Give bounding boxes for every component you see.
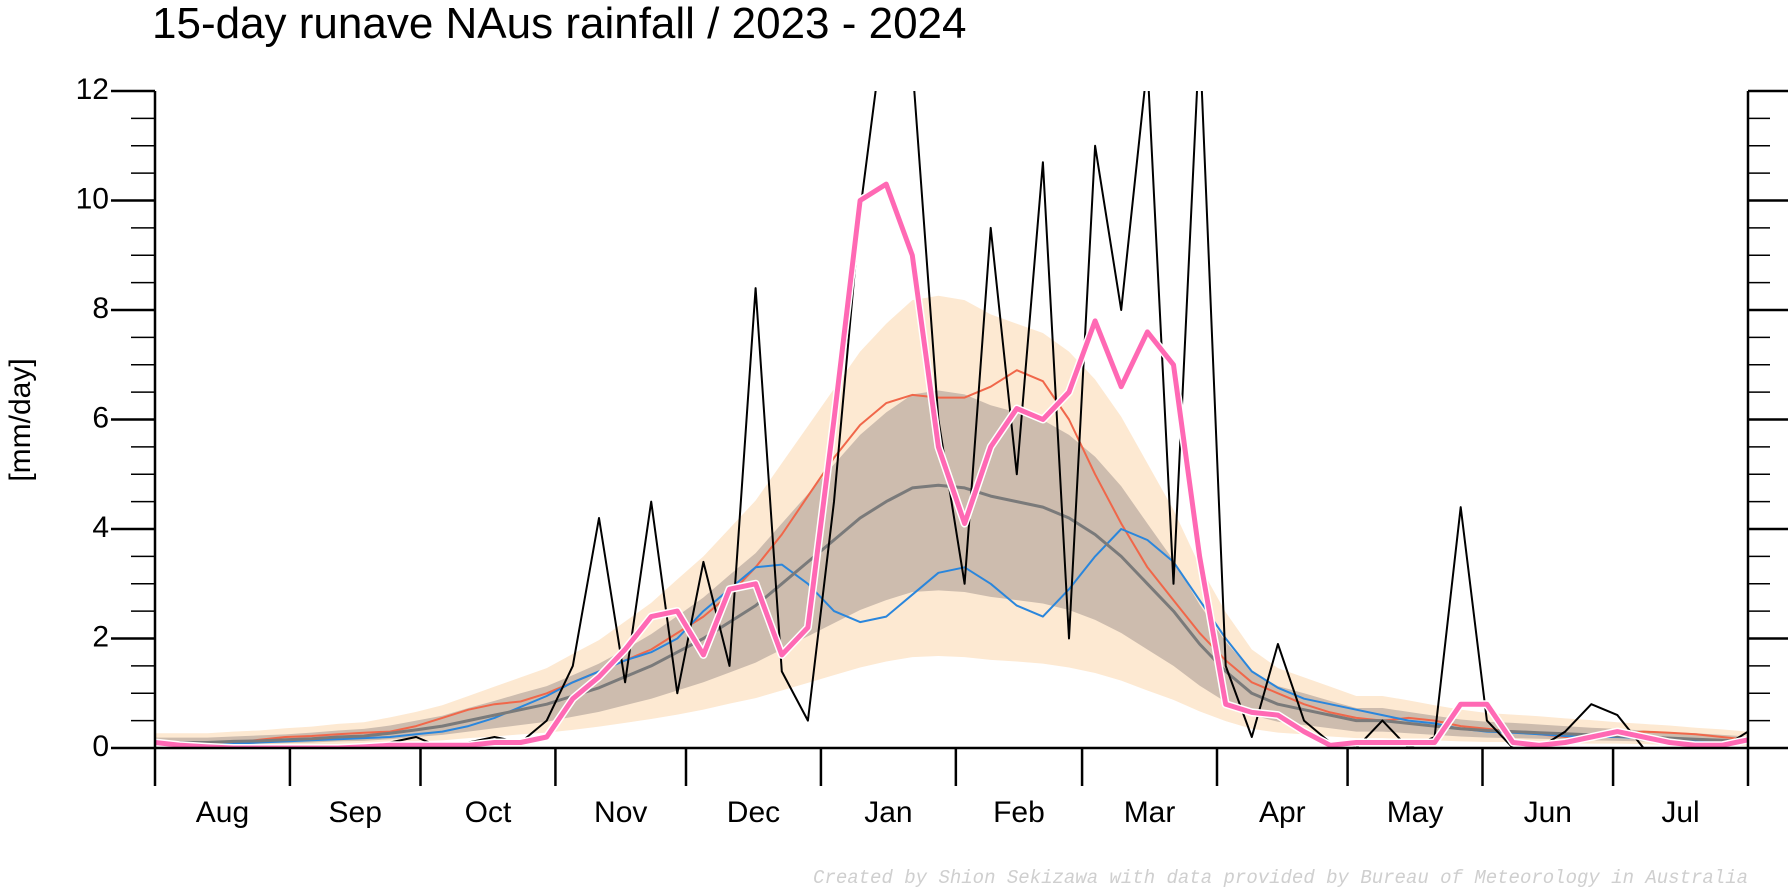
y-tick-label: 10 (76, 182, 109, 215)
x-tick-label: Oct (465, 796, 512, 829)
x-tick-label: Jan (864, 796, 912, 829)
x-tick-label: Mar (1124, 796, 1176, 829)
series-line (155, 181, 1748, 748)
y-tick-label: 4 (92, 511, 109, 544)
y-tick-label: 8 (92, 292, 109, 325)
x-tick-label: Aug (196, 796, 249, 829)
x-tick-label: Sep (329, 796, 382, 829)
y-tick-label: 6 (92, 401, 109, 434)
x-tick-label: Jun (1524, 796, 1572, 829)
credit: Created by Shion Sekizawa with data prov… (813, 867, 1748, 889)
axes: 0 2 4 6 8 10 12 Aug Sep Oct Nov Dec Jan Feb Mar Apr May J… (76, 73, 1788, 829)
y-tick-label: 12 (76, 73, 109, 106)
series-line (155, 369, 1748, 747)
y-tick-label: 0 (92, 730, 109, 763)
plot-area (155, 91, 1748, 748)
x-tick-label: Dec (727, 796, 780, 829)
y-axis-label: [mm/day] (4, 358, 37, 481)
series-line (155, 91, 1748, 748)
x-tick-label: Nov (594, 796, 647, 829)
x-tick-label: Jul (1661, 796, 1699, 829)
x-tick-label: Apr (1259, 796, 1306, 829)
y-tick-label: 2 (92, 620, 109, 653)
x-tick-label: Feb (993, 796, 1045, 829)
x-tick-label: May (1387, 796, 1444, 829)
chart-title: 15-day runave NAus rainfall / 2023 - 202… (152, 0, 967, 48)
range-band (155, 390, 1748, 745)
